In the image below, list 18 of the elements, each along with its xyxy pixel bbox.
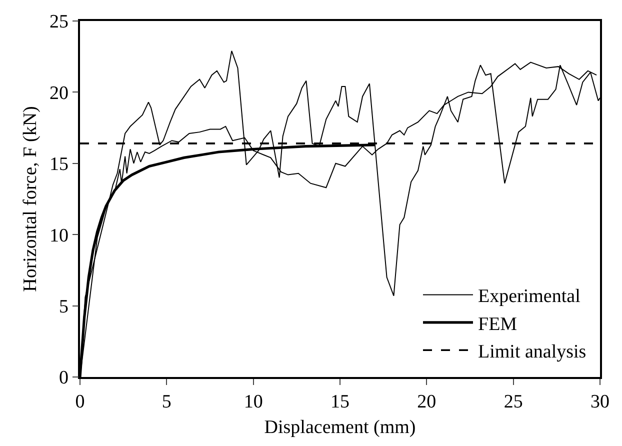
y-tick-label: 5 [58, 296, 68, 318]
x-tick-label: 5 [162, 392, 172, 413]
y-tick-label: 10 [49, 225, 68, 246]
legend-label: Experimental [478, 286, 580, 308]
y-tick-label: 25 [49, 12, 68, 33]
x-tick-label: 10 [244, 392, 263, 413]
y-tick-label: 20 [49, 82, 68, 104]
x-tick-label: 25 [504, 392, 523, 413]
x-tick-label: 15 [330, 392, 350, 413]
legend-label: Limit analysis [478, 342, 586, 363]
x-tick-label: 0 [75, 392, 85, 413]
y-axis-title: Horizontal force, F (kN) [20, 106, 41, 292]
x-axis-title: Displacement (mm) [264, 416, 416, 438]
x-tick-label: 30 [590, 392, 610, 413]
y-tick-label: 0 [58, 368, 68, 389]
y-tick-label: 15 [49, 154, 68, 176]
legend-label: FEM [478, 314, 518, 335]
x-tick-label: 20 [417, 392, 436, 413]
